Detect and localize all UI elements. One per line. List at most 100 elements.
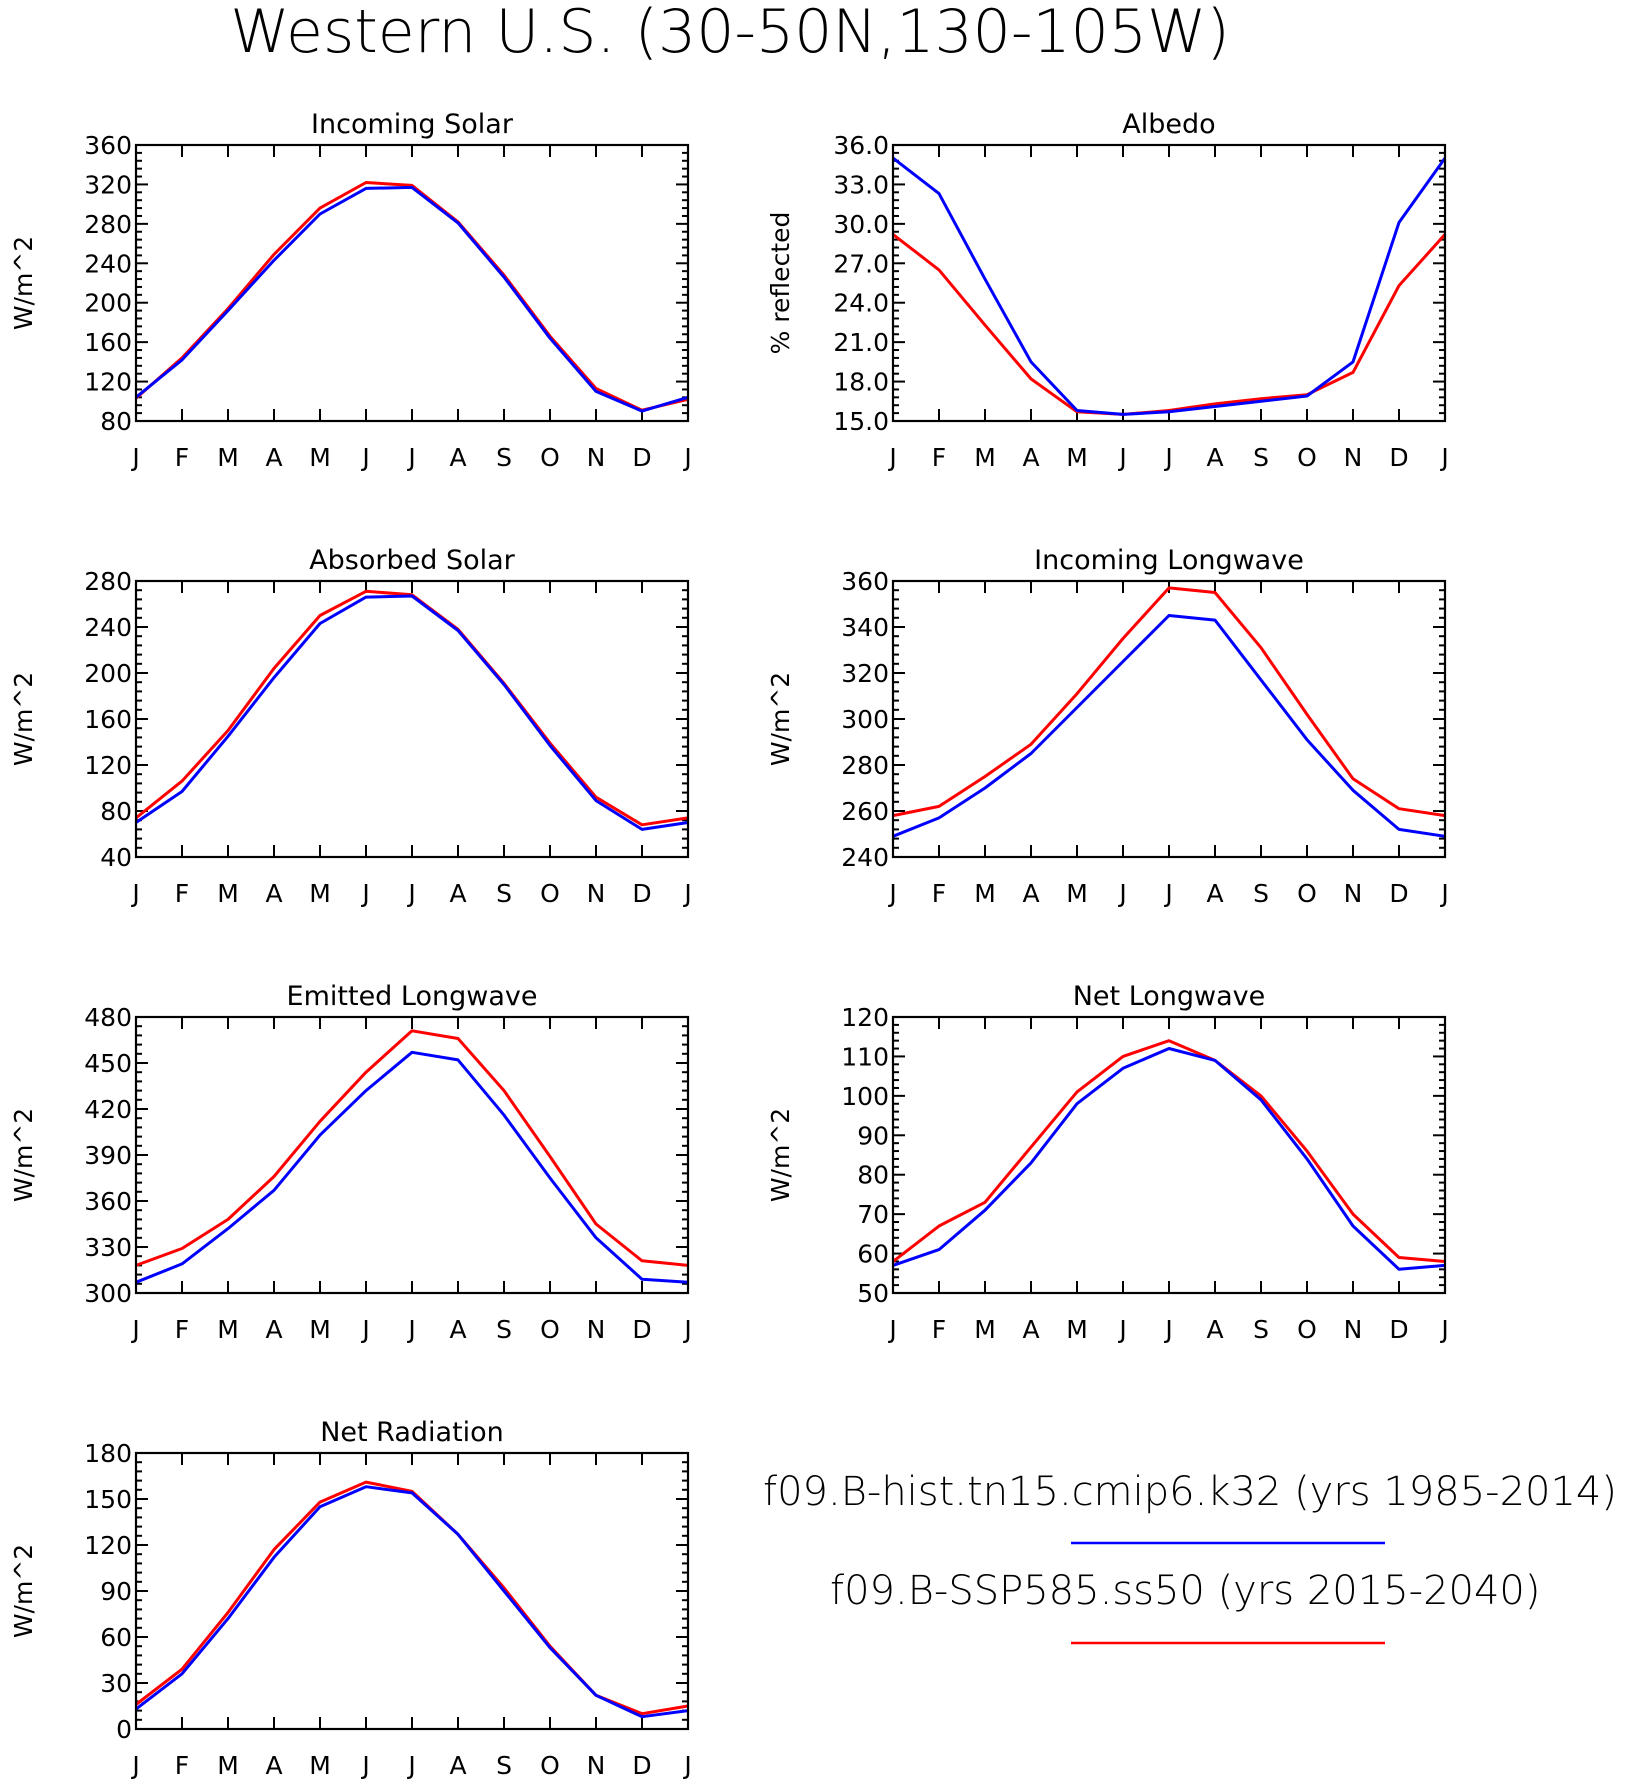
y-tick-label-absorbed-solar: 120 [84, 751, 132, 780]
y-tick-label-net-radiation: 0 [116, 1715, 132, 1744]
x-tick-label-net-radiation: J [406, 1751, 415, 1780]
x-tick-label-incoming-solar: F [175, 443, 189, 472]
x-tick-label-absorbed-solar: J [682, 879, 691, 908]
x-tick-label-incoming-longwave: A [1022, 879, 1039, 908]
legend-label-ssp585: f09.B-SSP585.ss50 (yrs 2015-2040) [830, 1568, 1541, 1614]
x-tick-label-emitted-longwave: S [496, 1315, 512, 1344]
x-tick-label-albedo: D [1389, 443, 1408, 472]
x-tick-label-albedo: S [1253, 443, 1269, 472]
y-axis-label-albedo: % reflected [766, 212, 795, 355]
x-tick-label-net-radiation: A [265, 1751, 282, 1780]
x-tick-label-net-longwave: A [1206, 1315, 1223, 1344]
x-tick-label-net-radiation: D [632, 1751, 651, 1780]
x-tick-label-net-radiation: F [175, 1751, 189, 1780]
plot-frame-net-radiation [134, 1451, 690, 1731]
x-tick-label-net-longwave: N [1344, 1315, 1363, 1344]
y-tick-label-albedo: 36.0 [833, 131, 889, 160]
y-axis-label-net-longwave: W/m^2 [766, 1108, 795, 1202]
x-tick-label-net-radiation: S [496, 1751, 512, 1780]
panel-title-emitted-longwave: Emitted Longwave [287, 981, 538, 1012]
panel-title-incoming-longwave: Incoming Longwave [1034, 545, 1304, 576]
x-tick-label-incoming-longwave: F [932, 879, 946, 908]
y-tick-label-absorbed-solar: 160 [84, 705, 132, 734]
y-tick-label-albedo: 15.0 [833, 407, 889, 436]
y-tick-label-net-radiation: 30 [100, 1669, 132, 1698]
x-tick-label-absorbed-solar: J [360, 879, 369, 908]
series-line-ssp585-net-longwave [892, 1039, 1446, 1263]
plot-frame-absorbed-solar [134, 579, 690, 859]
y-axis-label-emitted-longwave: W/m^2 [9, 1108, 38, 1202]
y-tick-label-incoming-solar: 200 [84, 289, 132, 318]
x-tick-label-albedo: O [1297, 443, 1317, 472]
x-tick-label-incoming-solar: M [309, 443, 331, 472]
series-line-hist-net-longwave [892, 1047, 1446, 1271]
x-tick-label-albedo: M [1066, 443, 1088, 472]
x-tick-label-absorbed-solar: D [632, 879, 651, 908]
y-tick-label-net-longwave: 100 [841, 1082, 889, 1111]
y-axis-label-net-radiation: W/m^2 [9, 1544, 38, 1638]
x-tick-label-emitted-longwave: J [360, 1315, 369, 1344]
panel-title-incoming-solar: Incoming Solar [311, 109, 514, 140]
series-line-ssp585-emitted-longwave [135, 1029, 689, 1267]
x-tick-label-emitted-longwave: M [309, 1315, 331, 1344]
x-tick-label-absorbed-solar: J [406, 879, 415, 908]
series-line-hist-albedo [892, 156, 1447, 416]
x-tick-label-net-longwave: J [1117, 1315, 1126, 1344]
y-tick-label-emitted-longwave: 300 [84, 1279, 132, 1308]
x-tick-label-albedo: M [974, 443, 996, 472]
y-tick-label-albedo: 21.0 [833, 328, 889, 357]
x-tick-label-emitted-longwave: A [265, 1315, 282, 1344]
y-tick-label-net-longwave: 120 [841, 1003, 889, 1032]
legend-label-hist: f09.B-hist.tn15.cmip6.k32 (yrs 1985-2014… [763, 1469, 1617, 1515]
y-tick-label-net-longwave: 90 [857, 1121, 889, 1150]
x-tick-label-incoming-solar: N [587, 443, 606, 472]
x-tick-label-net-longwave: J [1439, 1315, 1448, 1344]
y-tick-label-albedo: 24.0 [833, 289, 889, 318]
panel-title-absorbed-solar: Absorbed Solar [309, 545, 515, 576]
x-tick-label-net-longwave: J [1163, 1315, 1172, 1344]
x-tick-label-emitted-longwave: A [449, 1315, 466, 1344]
y-tick-label-absorbed-solar: 240 [84, 613, 132, 642]
y-tick-label-incoming-longwave: 280 [841, 751, 889, 780]
y-tick-label-net-longwave: 80 [857, 1161, 889, 1190]
y-tick-label-incoming-longwave: 340 [841, 613, 889, 642]
y-tick-label-net-radiation: 150 [84, 1485, 132, 1514]
x-tick-label-net-radiation: M [309, 1751, 331, 1780]
plot-frame-emitted-longwave [134, 1015, 690, 1295]
y-tick-label-incoming-solar: 120 [84, 368, 132, 397]
x-tick-label-net-radiation: M [217, 1751, 239, 1780]
x-tick-label-net-radiation: J [360, 1751, 369, 1780]
x-tick-label-net-longwave: F [932, 1315, 946, 1344]
x-tick-label-absorbed-solar: M [217, 879, 239, 908]
panel-title-net-longwave: Net Longwave [1073, 981, 1266, 1012]
panel-title-net-radiation: Net Radiation [320, 1417, 504, 1448]
x-tick-label-emitted-longwave: M [217, 1315, 239, 1344]
y-tick-label-incoming-solar: 280 [84, 210, 132, 239]
x-tick-label-absorbed-solar: O [540, 879, 560, 908]
y-tick-label-incoming-longwave: 360 [841, 567, 889, 596]
y-tick-label-incoming-solar: 80 [100, 407, 132, 436]
x-tick-label-net-longwave: A [1022, 1315, 1039, 1344]
y-tick-label-net-radiation: 120 [84, 1531, 132, 1560]
plot-frame-albedo [891, 143, 1447, 423]
x-tick-label-emitted-longwave: D [632, 1315, 651, 1344]
series-line-ssp585-incoming-longwave [892, 586, 1446, 818]
x-tick-label-net-longwave: M [1066, 1315, 1088, 1344]
x-tick-label-incoming-solar: A [265, 443, 282, 472]
x-tick-label-albedo: N [1344, 443, 1363, 472]
x-tick-label-albedo: J [1117, 443, 1126, 472]
x-tick-label-net-longwave: O [1297, 1315, 1317, 1344]
y-tick-label-emitted-longwave: 330 [84, 1233, 132, 1262]
x-tick-label-net-radiation: A [449, 1751, 466, 1780]
y-tick-label-albedo: 18.0 [833, 368, 889, 397]
x-tick-label-albedo: J [1163, 443, 1172, 472]
x-tick-label-net-longwave: M [974, 1315, 996, 1344]
y-tick-label-net-radiation: 90 [100, 1577, 132, 1606]
y-tick-label-incoming-solar: 320 [84, 170, 132, 199]
plot-frame-incoming-solar [134, 143, 690, 423]
